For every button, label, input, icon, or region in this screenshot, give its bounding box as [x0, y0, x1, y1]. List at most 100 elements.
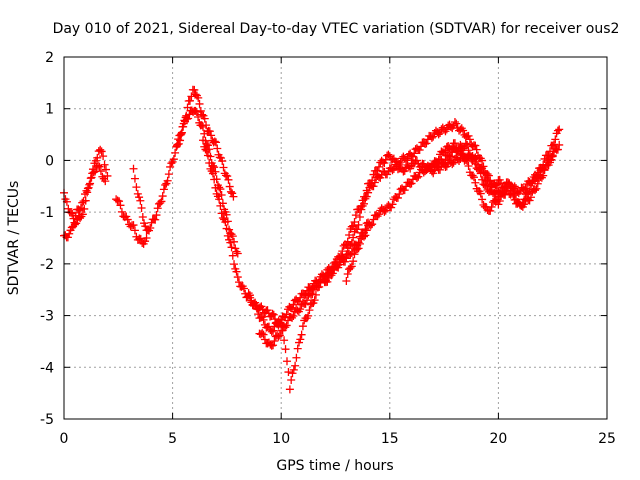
data-point-plus: [194, 93, 203, 102]
data-point-plus: [355, 239, 364, 248]
data-point-plus: [136, 234, 145, 243]
data-point-plus: [350, 250, 359, 259]
data-point-plus: [94, 161, 103, 170]
data-point-plus: [459, 126, 468, 135]
data-point-plus: [553, 126, 562, 135]
data-point-plus: [369, 182, 378, 191]
data-point-plus: [171, 148, 180, 157]
tick-layer: 0 5 10 15 20 25 -5 -4 -3 -2 -1 0 1 2: [40, 50, 616, 447]
data-point-plus: [521, 184, 530, 193]
data-point-plus: [291, 361, 300, 370]
data-point-plus: [221, 171, 230, 180]
data-point-plus: [197, 121, 206, 130]
data-point-plus: [309, 285, 318, 294]
data-point-plus: [228, 251, 237, 260]
data-point-plus: [483, 176, 492, 185]
data-point-plus: [245, 291, 254, 300]
data-point-plus: [388, 200, 397, 209]
data-point-plus: [335, 253, 344, 262]
data-point-plus: [442, 125, 451, 134]
data-point-plus: [548, 151, 557, 160]
data-point-plus: [471, 141, 480, 150]
series-track-6: [199, 136, 320, 394]
data-point-plus: [480, 181, 489, 190]
data-point-plus: [415, 146, 424, 155]
data-point-plus: [364, 188, 373, 197]
data-point-plus: [191, 106, 200, 115]
data-point-plus: [195, 99, 204, 108]
data-point-plus: [288, 313, 297, 322]
y-tick-label: -3: [40, 309, 54, 325]
data-point-plus: [464, 131, 473, 140]
data-point-plus: [495, 175, 504, 184]
plot-frame: [63, 56, 608, 420]
data-point-plus: [388, 166, 397, 175]
data-point-plus: [233, 273, 242, 282]
data-point-plus: [269, 341, 278, 350]
data-point-plus: [203, 151, 212, 160]
data-point-plus: [208, 169, 217, 178]
data-point-plus: [274, 332, 283, 341]
data-point-plus: [362, 226, 371, 235]
x-tick-label: 15: [381, 431, 399, 447]
data-point-plus: [520, 185, 529, 194]
data-point-plus: [235, 278, 244, 287]
data-point-plus: [192, 108, 201, 117]
data-point-plus: [350, 217, 359, 226]
data-point-plus: [281, 345, 290, 354]
data-point-plus: [172, 141, 181, 150]
data-point-plus: [136, 196, 145, 205]
data-point-plus: [491, 197, 500, 206]
data-point-plus: [217, 191, 226, 200]
data-point-plus: [285, 385, 294, 394]
data-point-plus: [224, 175, 233, 184]
data-point-plus: [472, 155, 481, 164]
data-point-plus: [331, 260, 340, 269]
data-point-plus: [383, 170, 392, 179]
data-point-plus: [434, 155, 443, 164]
data-point-plus: [76, 203, 85, 212]
data-point-plus: [310, 296, 319, 305]
data-point-plus: [393, 193, 402, 202]
data-point-plus: [487, 202, 496, 211]
y-tick-label: -4: [40, 360, 54, 376]
data-point-plus: [97, 147, 106, 156]
data-point-plus: [116, 201, 125, 210]
x-tick-label: 5: [168, 431, 177, 447]
data-point-plus: [478, 164, 487, 173]
data-point-plus: [179, 122, 188, 131]
data-point-plus: [281, 323, 290, 332]
y-tick-label: -2: [40, 257, 54, 273]
data-point-plus: [465, 135, 474, 144]
data-point-plus: [429, 132, 438, 141]
data-point-plus: [158, 192, 167, 201]
data-point-plus: [396, 158, 405, 167]
data-point-plus: [308, 290, 317, 299]
data-point-plus: [161, 180, 170, 189]
series-track-1: [60, 145, 112, 229]
data-point-plus: [130, 226, 139, 235]
data-point-plus: [357, 202, 366, 211]
data-point-plus: [252, 304, 261, 313]
data-point-plus: [373, 212, 382, 221]
data-point-plus: [353, 225, 362, 234]
data-point-plus: [79, 197, 88, 206]
data-point-plus: [374, 162, 383, 171]
data-point-plus: [219, 163, 228, 172]
data-point-plus: [101, 177, 110, 186]
x-tick-label: 20: [489, 431, 507, 447]
data-point-plus: [493, 197, 502, 206]
data-point-plus: [427, 133, 436, 142]
series-track-9: [320, 118, 503, 287]
data-point-plus: [210, 175, 219, 184]
data-point-plus: [472, 145, 481, 154]
data-point-plus: [353, 245, 362, 254]
data-point-plus: [349, 221, 358, 230]
data-point-plus: [153, 204, 162, 213]
data-point-plus: [330, 265, 339, 274]
data-point-plus: [65, 229, 74, 238]
data-point-plus: [177, 128, 186, 137]
data-point-plus: [99, 152, 108, 161]
data-point-plus: [414, 172, 423, 181]
